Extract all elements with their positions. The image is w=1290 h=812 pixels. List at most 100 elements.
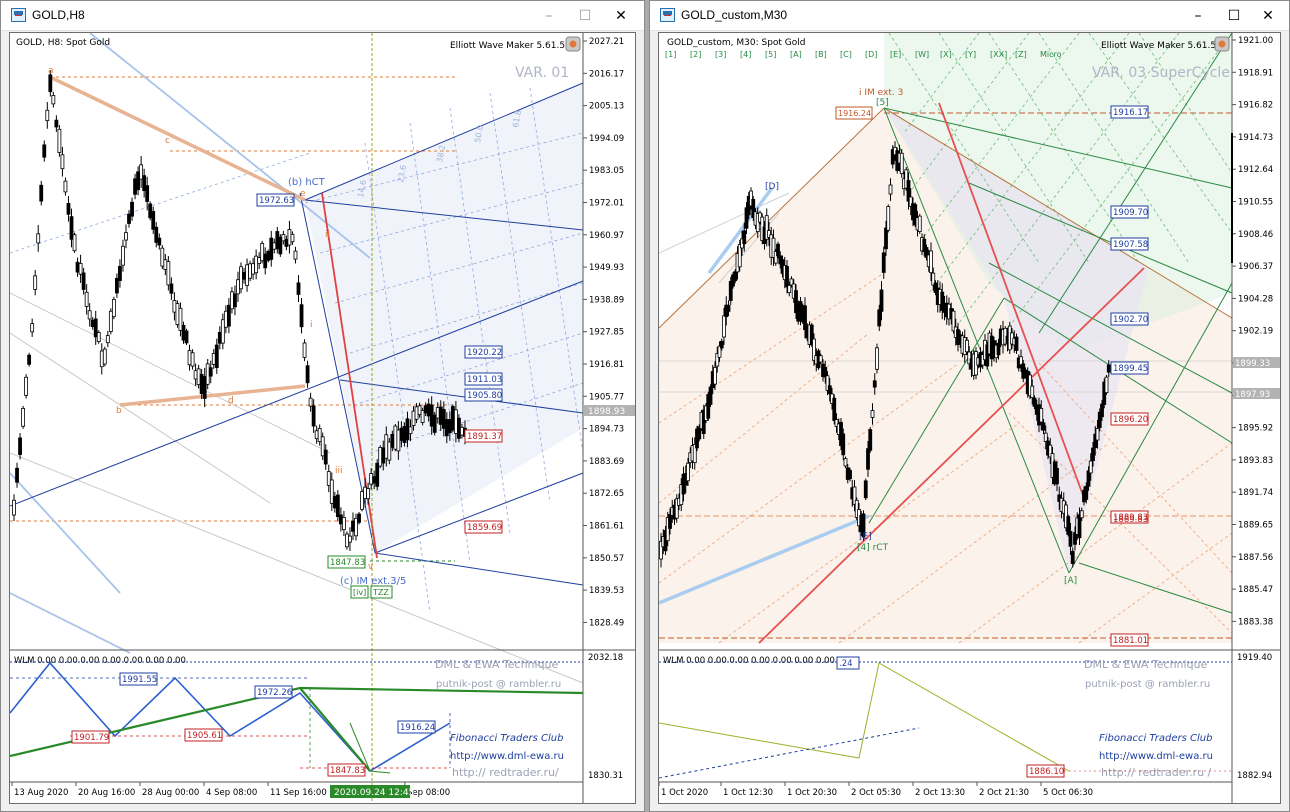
current-price-marker-2 [1233,388,1280,399]
price-axis-label: 1885.47 [1238,585,1273,595]
maximize-button[interactable]: ☐ [1227,8,1241,24]
level-tag: 1907.58 [1110,237,1149,251]
svg-text:1847.83: 1847.83 [330,558,365,568]
price-axis-label: 1972.01 [589,199,624,209]
svg-text:1907.58: 1907.58 [1113,240,1148,250]
time-axis-label: 1 Oct 2020 [661,788,708,798]
degree-buttons[interactable]: [1] [2] [3] [4] [5] [A] [B] [C] [D] [E] [W] [X] [Y] [… [665,50,1062,59]
level-tag: 1909.70 [1110,205,1149,219]
wave-label-i: i [310,320,313,330]
osc-axis-top: 2032.18 [588,653,623,663]
degree-button[interactable]: [B] [815,50,827,59]
level-tags-right: 1916.17 1909.70 1907.58 1902.70 1899.45 1896.… [1110,105,1149,647]
chart-canvas-left[interactable]: GOLD, H8: Spot Gold Elliott Wave Maker 5… [10,33,636,804]
osc-site2: http:// redtrader.ru/ [452,766,559,779]
chart-canvas-right[interactable]: GOLD_custom, M30: Spot Gold Elliott Wave… [659,33,1281,804]
degree-button[interactable]: [5] [765,50,776,59]
osc-tag: 1847.83 [327,763,366,777]
time-axis-label: 2 Oct 05:30 [851,788,901,798]
level-tag: 1891.37 [464,429,503,443]
level-tag: 1916.17 [1110,105,1149,119]
degree-button[interactable]: Micro [1040,50,1062,59]
plugin-icon-dot [1218,40,1226,48]
chart-window-icon [11,8,26,22]
wave-label-iii: iii [335,466,343,476]
window-titlebar[interactable]: GOLD_custom,M30 – ☐ ✕ [650,1,1289,31]
time-axis-label: 2 Oct 13:30 [915,788,965,798]
svg-text:1847.83: 1847.83 [330,766,365,776]
svg-text:1905.80: 1905.80 [467,391,502,401]
degree-button[interactable]: [A] [790,50,802,59]
price-axis-label: 1916.81 [589,360,624,370]
price-axis-label: 1850.57 [589,554,624,564]
svg-text:1916.24: 1916.24 [400,723,435,733]
osc-axis-bottom: 1882.94 [1237,771,1272,781]
chart-window-gold-h8[interactable]: GOLD,H8 – ☐ ✕ [0,0,645,812]
close-button[interactable]: ✕ [1262,8,1274,24]
wave-label-iv-box [350,585,369,599]
wave-label-e: [E] [859,532,872,542]
time-axis-labels: 13 Aug 2020 20 Aug 16:00 28 Aug 00:00 4 Sep… [11,782,450,798]
level-tags-left: 1972.63 1920.22 1911.03 1905.80 1891.37 1859.… [256,193,503,569]
degree-button[interactable]: [W] [915,50,929,59]
svg-text:1891.37: 1891.37 [467,432,502,442]
degree-button[interactable]: [XX] [990,50,1007,59]
osc-site2: http:// redtrader.ru / [1101,766,1212,779]
level-tag: 1881.01 [1110,633,1149,647]
degree-button[interactable]: [Z] [1015,50,1027,59]
price-axis-label: 1921.00 [1238,36,1273,46]
degree-button[interactable]: [4] [740,50,751,59]
svg-text:1905.61: 1905.61 [187,731,222,741]
degree-button[interactable]: [2] [690,50,701,59]
price-axis-label: 1828.49 [589,618,624,628]
svg-text:.24: .24 [839,659,853,669]
degree-button[interactable]: [X] [940,50,952,59]
price-axis-label: 1912.64 [1238,165,1273,175]
wave-label-a: a [48,66,54,76]
wave-lines-orange [49,75,306,407]
maximize-button[interactable]: ☐ [578,8,592,24]
price-axis-label: 1839.53 [589,586,624,596]
degree-button[interactable]: [D] [865,50,877,59]
chart-frame: GOLD, H8: Spot Gold Elliott Wave Maker 5… [9,32,636,804]
degree-button[interactable]: [1] [665,50,676,59]
minimize-button[interactable]: – [545,8,553,24]
degree-button[interactable]: [E] [890,50,901,59]
minimize-button[interactable]: – [1194,8,1202,24]
wave-labels: a c b d e (b) hCT (c) IM ext.3/5 ii i ii… [48,66,406,587]
price-axis-label: 1916.82 [1238,101,1273,111]
wave-label-a: [A] [1064,576,1077,586]
osc-club: Fibonacci Traders Club [450,733,563,744]
osc-axis-top: 1919.40 [1237,653,1272,663]
channel-shade [305,83,583,553]
degree-button[interactable]: [Y] [965,50,976,59]
level-tag: 1859.69 [464,520,503,534]
osc-tag: 1905.61 [184,728,223,742]
chart-frame: GOLD_custom, M30: Spot Gold Elliott Wave… [658,32,1281,804]
svg-text:1881.01: 1881.01 [1113,636,1148,646]
svg-text:1909.70: 1909.70 [1113,208,1148,218]
osc-tag: 1972.26 [254,685,293,699]
degree-button[interactable]: [3] [715,50,726,59]
price-axis-label: 1949.93 [589,263,624,273]
wave-label-d: d [228,396,234,406]
osc-email: putnik-post @ rambler.ru [1085,679,1210,690]
price-axis-label: 1889.65 [1238,521,1273,531]
light-blue-lines [659,186,870,605]
price-axis-label: 1906.37 [1238,262,1273,272]
red-lines [758,102,1145,644]
chart-window-gold-custom-m30[interactable]: GOLD_custom,M30 – ☐ ✕ [649,0,1290,812]
wave-label-4-rct: [4] rCT [857,543,889,553]
wave-label-ii: ii [325,230,330,240]
window-titlebar[interactable]: GOLD,H8 – ☐ ✕ [1,1,644,31]
fib-label: 50.0 [473,124,485,143]
close-button[interactable]: ✕ [615,8,627,24]
price-axis-label: 1902.19 [1238,327,1273,337]
svg-text:1886.10: 1886.10 [1029,767,1064,777]
time-axis-label: Sep 08:00 [407,788,450,798]
svg-text:1896.20: 1896.20 [1113,415,1148,425]
level-tag: 1920.22 [464,345,503,359]
wave-label-tzz: TZZ [372,588,389,597]
time-axis-label: 20 Aug 16:00 [78,788,135,798]
degree-button[interactable]: [C] [840,50,852,59]
